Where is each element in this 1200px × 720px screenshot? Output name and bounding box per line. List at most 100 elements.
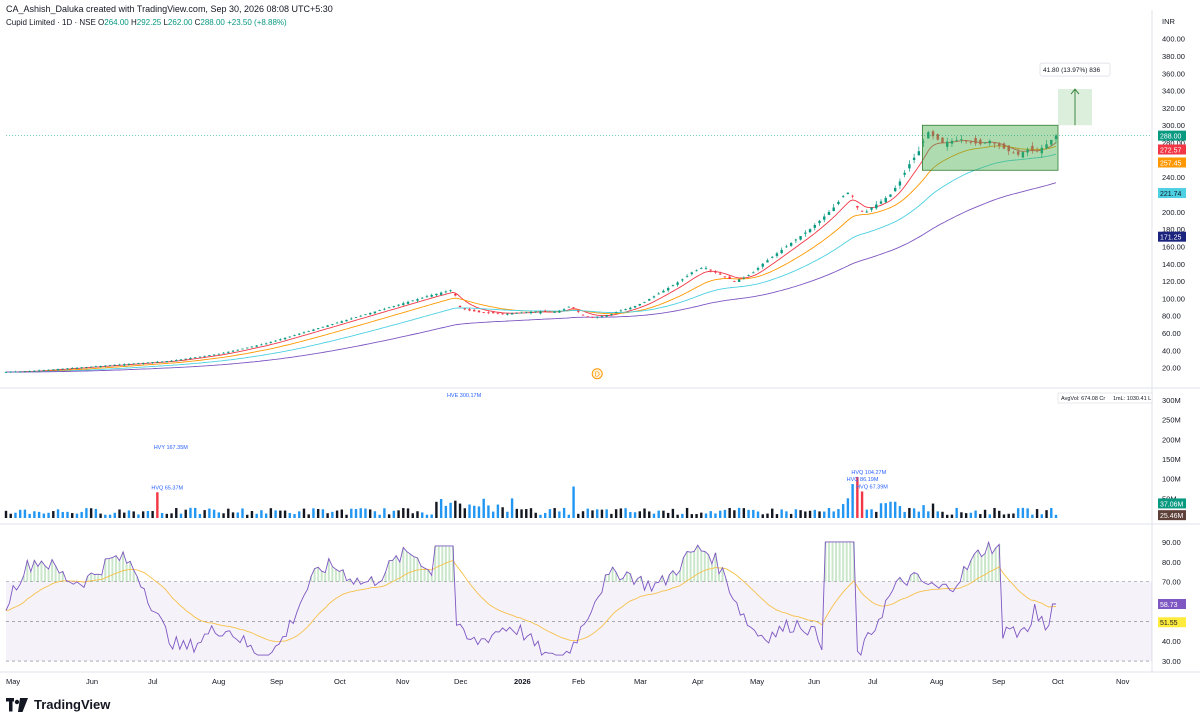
candle-body [619, 310, 623, 312]
ema-100-badge: 221.74 [1160, 191, 1182, 198]
candle-body [165, 361, 169, 363]
candle-body [383, 308, 386, 310]
candle-body [236, 349, 239, 351]
candle-body [170, 360, 173, 362]
candle-body [1021, 152, 1025, 158]
volume-bar [685, 507, 689, 518]
volume-bar [71, 513, 74, 518]
volume-bar [402, 508, 405, 518]
candle-body [690, 272, 694, 275]
volume-bar [752, 509, 755, 518]
volume-bar [156, 492, 159, 518]
volume-bar [61, 511, 64, 518]
volume-bar [577, 513, 580, 518]
volume-bar [804, 511, 807, 518]
volume-bar [491, 511, 495, 518]
candle-body [1016, 151, 1020, 155]
candle-body [193, 357, 197, 359]
volume-bar [690, 514, 694, 518]
candle-body [80, 367, 83, 369]
volume-bar [9, 513, 12, 518]
volume-bar [714, 513, 717, 518]
symbol-name: Cupid Limited · 1D · NSE [6, 18, 96, 27]
candle-body [108, 365, 112, 367]
target-label: 41.80 (13.97%) 836 [1043, 67, 1100, 74]
candle-body [998, 143, 1001, 147]
candle-body [993, 143, 996, 145]
volume-bar [808, 510, 812, 518]
candle-body [510, 313, 514, 315]
candle-body [307, 330, 310, 332]
rsi-ma-line [5, 559, 1057, 643]
volume-bar [884, 503, 887, 518]
candle-body [610, 314, 613, 315]
volume-bar [610, 513, 613, 518]
volume-annotation: HVQ 104.27M [851, 470, 886, 476]
volume-bar [681, 513, 684, 518]
time-tick: Feb [572, 677, 585, 686]
ema-50-badge-bg [1158, 157, 1186, 168]
volume-bar [780, 509, 783, 518]
candle-body [676, 282, 679, 285]
volume-bar [425, 514, 429, 518]
price-tick: 160.00 [1162, 242, 1185, 251]
candle-body [629, 307, 632, 310]
volume-bar [643, 508, 646, 518]
volume-bar [222, 513, 225, 518]
volume-bar [525, 509, 528, 518]
volume-bar [165, 513, 169, 518]
price-tick: 360.00 [1162, 69, 1185, 78]
volume-bar [482, 498, 485, 518]
candle-body [473, 309, 476, 312]
ema-20-badge: 272.57 [1160, 147, 1182, 154]
candle-body [52, 369, 55, 371]
candle-body [946, 141, 949, 147]
volume-bar [28, 513, 31, 518]
volume-bar [312, 508, 315, 518]
volume-bar [236, 512, 239, 518]
volume-bar [771, 508, 774, 518]
volume-bar [118, 509, 121, 518]
volume-bar [529, 508, 533, 518]
volume-bar [151, 510, 154, 518]
candle-body [246, 347, 249, 349]
symbol-legend: Cupid Limited · 1D · NSE O264.00 H292.25… [6, 18, 287, 27]
price-tick: 40.00 [1162, 346, 1181, 355]
brand-name: TradingView [34, 697, 111, 712]
volume-bar [37, 511, 41, 518]
candle-body [94, 366, 98, 368]
candle-body [321, 326, 325, 328]
volume-bar [950, 514, 954, 518]
volume-bar [179, 513, 183, 518]
tradingview-logo-icon [6, 697, 28, 712]
volume-bar [756, 511, 760, 518]
volume-bar [823, 511, 826, 518]
volume-bar [893, 501, 897, 518]
target-arrowhead [1070, 88, 1080, 95]
candle-body [378, 310, 381, 311]
volume-bar [444, 505, 448, 518]
volume-bar [875, 511, 878, 518]
volume-bar [458, 503, 462, 518]
volume-badge-1: 37.06M [1160, 501, 1184, 508]
volume-bar [255, 513, 258, 518]
price-tick: 140.00 [1162, 260, 1185, 269]
candle-body [350, 318, 353, 320]
volume-bar [397, 510, 400, 518]
volume-bar [742, 508, 746, 518]
candle-body [908, 164, 911, 169]
candle-body [392, 306, 396, 307]
volume-bar [274, 510, 277, 518]
candle-body [430, 294, 433, 297]
candle-body [648, 299, 651, 301]
candle-body [633, 306, 637, 308]
volume-bar [85, 508, 88, 518]
rsi-tick: 70.00 [1162, 578, 1181, 587]
candle-body [454, 293, 457, 296]
candle-body [217, 353, 221, 355]
volume-bar [269, 508, 273, 518]
candle-body [572, 307, 575, 309]
rsi-ma-badge: 51.55 [1160, 620, 1178, 627]
candle-body [274, 340, 277, 342]
